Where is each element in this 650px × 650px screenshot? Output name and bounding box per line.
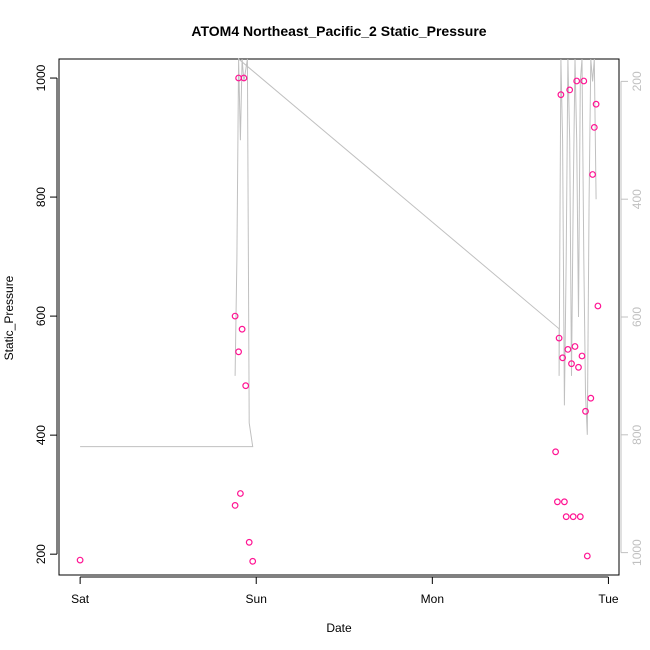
data-point [571,343,579,350]
data-point [568,360,575,368]
data-point [554,498,561,506]
point-series-layer [76,74,602,565]
data-point [555,334,563,342]
right-tick-label: 600 [630,307,644,327]
x-tick-label: Sat [71,592,90,606]
y-tick-label: 600 [34,306,48,326]
data-point [564,346,572,353]
right-tick-label: 200 [630,71,644,91]
data-point [583,552,591,560]
data-point [587,394,595,402]
data-point [231,502,239,509]
y-tick-label: 200 [34,544,48,564]
x-axis-label: Date [326,621,352,635]
right-tick-label: 1000 [630,539,644,566]
line-series [80,57,597,448]
x-tick-label: Sun [246,592,267,606]
data-point [552,448,559,456]
chart-title: ATOM4 Northeast_Pacific_2 Static_Pressur… [191,23,486,39]
data-point [561,498,568,506]
data-point [582,407,589,415]
data-point [562,513,570,521]
data-point [245,538,253,546]
y-tick-label: 400 [34,425,48,445]
data-point [594,302,602,310]
x-tick-label: Mon [421,592,444,606]
data-point [576,513,584,521]
data-point [578,352,586,360]
data-point [573,77,581,85]
data-point [242,382,250,390]
data-point [249,557,257,565]
data-point [76,556,84,564]
data-point [557,91,565,99]
axes-layer: Sat Sun Mon Tue 200 400 600 800 1000 200 400 600 800… [34,64,644,606]
right-tick-label: 800 [630,424,644,444]
data-point [231,312,239,320]
data-point [559,354,566,362]
y-axis-label: Static_Pressure [2,275,16,360]
data-point [589,171,596,178]
data-point [575,363,582,371]
data-point [238,325,246,333]
y-tick-label: 800 [34,187,48,207]
plot-frame [58,58,620,576]
data-point [580,77,588,85]
right-tick-label: 400 [630,189,644,209]
data-point [592,100,600,108]
data-point [240,74,248,82]
data-point [235,348,243,356]
data-point [236,490,244,497]
x-tick-label: Tue [598,592,619,606]
data-point [566,86,574,94]
y-tick-label: 1000 [34,64,48,91]
data-point [590,123,598,131]
data-point [569,513,577,521]
line-series-layer [80,57,597,448]
